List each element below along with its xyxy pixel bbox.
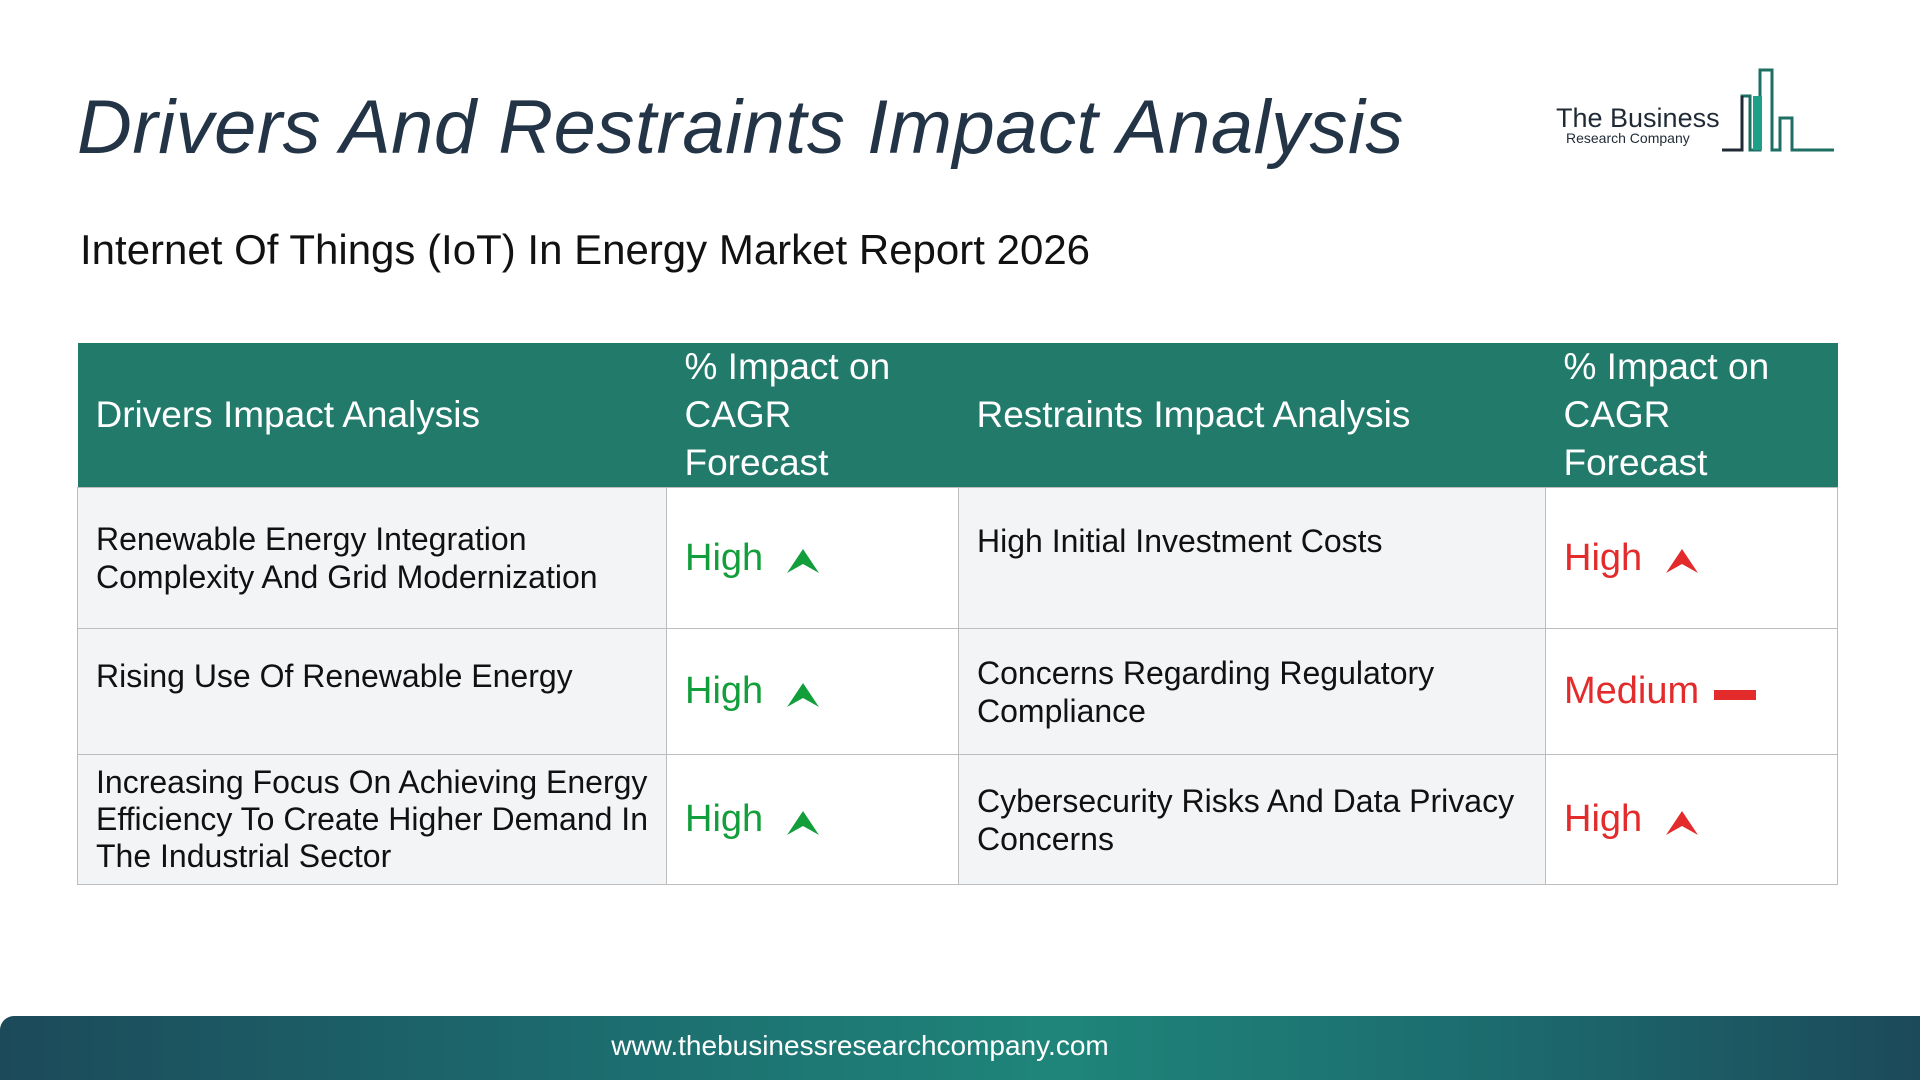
restraint-impact-level: High [1564,536,1643,579]
restraint-cell: Cybersecurity Risks And Data Privacy Con… [958,754,1546,885]
arrow-up-icon [787,682,820,707]
driver-impact-cell: High [666,754,959,885]
restraint-impact-level: Medium [1564,670,1700,712]
company-logo: The Business Research Company [1552,66,1837,156]
table-header-row: Drivers Impact Analysis % Impact on CAGR… [77,343,1838,488]
arrow-up-icon [787,810,820,835]
driver-cell: Renewable Energy Integration Complexity … [77,487,667,629]
dash-icon [1714,689,1757,700]
restraint-impact-cell: High [1545,487,1838,629]
driver-impact-level: High [685,670,764,712]
impact-table: Drivers Impact Analysis % Impact on CAGR… [77,343,1838,885]
driver-impact-level: High [685,536,764,579]
logo-name: The Business [1556,103,1720,133]
driver-impact-cell: High [666,628,959,755]
restraint-cell: High Initial Investment Costs [958,487,1546,629]
restraint-cell: Concerns Regarding Regulatory Compliance [958,628,1546,755]
footer-url-link[interactable]: www.thebusinessresearchcompany.com [611,1030,1109,1061]
arrow-up-icon [1666,549,1699,574]
header-restraints-impact: % Impact on CAGR Forecast [1545,343,1838,488]
header-drivers-impact: % Impact on CAGR Forecast [666,343,959,488]
driver-impact-level: High [685,798,764,840]
driver-cell: Rising Use Of Renewable Energy [77,628,667,755]
table-row: Rising Use Of Renewable Energy High Conc… [77,628,1838,755]
arrow-up-icon [787,549,820,574]
table-row: Renewable Energy Integration Complexity … [77,487,1838,629]
footer-bar: www.thebusinessresearchcompany.com [0,1016,1920,1080]
page-title: Drivers And Restraints Impact Analysis [77,85,1404,170]
arrow-up-icon [1666,810,1699,835]
restraint-impact-cell: Medium [1545,628,1838,755]
driver-impact-cell: High [666,487,959,629]
restraint-impact-level: High [1564,798,1643,840]
report-subtitle: Internet Of Things (IoT) In Energy Marke… [80,226,1091,273]
logo-tagline: Research Company [1566,130,1690,146]
buildings-logo-icon [1722,68,1834,152]
table-row: Increasing Focus On Achieving Energy Eff… [77,754,1838,885]
driver-cell: Increasing Focus On Achieving Energy Eff… [77,754,667,885]
header-drivers: Drivers Impact Analysis [77,343,667,488]
header-restraints: Restraints Impact Analysis [958,343,1546,488]
restraint-impact-cell: High [1545,754,1838,885]
